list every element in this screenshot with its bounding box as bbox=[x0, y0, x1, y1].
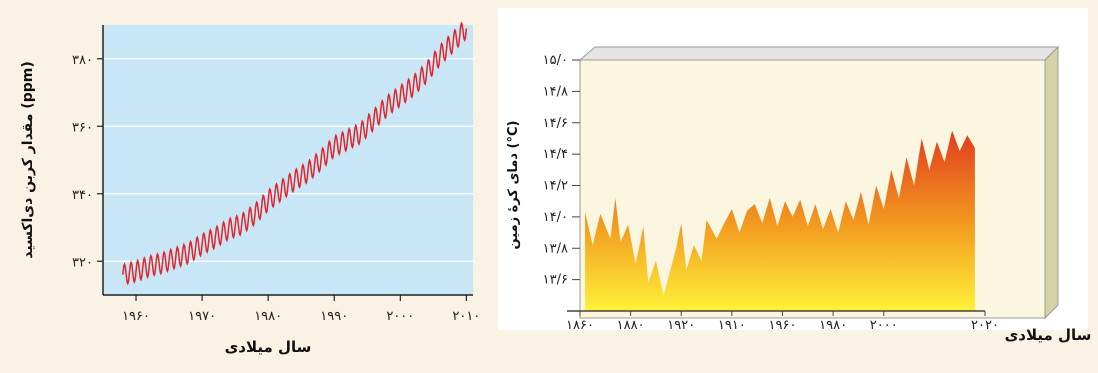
co2-x-tick-label: ۲۰۰۰ bbox=[386, 309, 414, 324]
co2-plot-area bbox=[103, 25, 473, 295]
temp-y-tick-label: ۱۴/۲ bbox=[543, 179, 568, 194]
temp-x-tick-label: ۲۰۰۰ bbox=[870, 318, 898, 333]
temp-box-side bbox=[1044, 45, 1059, 320]
temp-x-tick-label: ۱۹۸۰ bbox=[819, 318, 847, 333]
temp-y-tick-label: ۱۳/۶ bbox=[543, 273, 568, 288]
co2-x-axis-title: سال میلادی bbox=[225, 338, 312, 356]
co2-x-tick-label: ۱۹۷۰ bbox=[188, 309, 216, 324]
co2-y-tick-label: ۳۸۰ bbox=[72, 53, 93, 68]
co2-x-tick-label: ۲۰۱۰ bbox=[452, 309, 480, 324]
co2-gridlines bbox=[103, 58, 473, 262]
co2-series-line bbox=[122, 21, 468, 286]
co2-y-axis-title: مقدار کربن دی‌اکسید (ppm) bbox=[20, 61, 36, 258]
temp-y-tick-label: ۱۳/۸ bbox=[543, 241, 568, 256]
co2-x-ticks: ۱۹۶۰ ۱۹۷۰ ۱۹۸۰ ۱۹۹۰ ۲۰۰۰ ۲۰۱۰ bbox=[122, 295, 480, 324]
co2-chart: ۳۲۰ ۳۴۰ ۳۶۰ ۳۸۰ ۱۹۶۰ ۱۹۷۰ ۱۹۸۰ ۱۹۹۰ ۲۰۰۰ ۲۰۱۰ سا… bbox=[20, 21, 480, 356]
temp-y-axis-title: دمای کرهٔ زمین (°C) bbox=[506, 121, 521, 250]
temp-y-tick-label: ۱۴/۰ bbox=[543, 210, 568, 225]
co2-y-tick-label: ۳۴۰ bbox=[72, 188, 93, 203]
temp-x-tick-label: ۱۹۱۰ bbox=[718, 318, 746, 333]
temp-y-tick-label: ۱۴/۴ bbox=[543, 147, 568, 162]
temp-x-tick-label: ۲۰۲۰ bbox=[971, 318, 999, 333]
temp-y-tick-label: ۱۵/۰ bbox=[543, 53, 568, 68]
temp-x-ticks: ۱۸۶۰ ۱۸۸۰ ۱۹۲۰ ۱۹۱۰ ۱۹۶۰ ۱۹۸۰ ۲۰۰۰ ۲۰۲۰ bbox=[566, 311, 999, 333]
co2-x-tick-label: ۱۹۹۰ bbox=[320, 309, 348, 324]
temp-y-ticks: ۱۳/۶ ۱۳/۸ ۱۴/۰ ۱۴/۲ ۱۴/۴ ۱۴/۶ ۱۴/۸ ۱۵/۰ bbox=[543, 53, 580, 288]
temp-x-tick-label: ۱۸۶۰ bbox=[566, 318, 594, 333]
co2-y-tick-label: ۳۲۰ bbox=[72, 255, 93, 270]
co2-y-tick-label: ۳۶۰ bbox=[72, 120, 93, 135]
temp-x-tick-label: ۱۸۸۰ bbox=[617, 318, 645, 333]
temp-y-tick-label: ۱۴/۶ bbox=[543, 116, 568, 131]
temp-box-top bbox=[578, 46, 1060, 61]
temp-x-axis-title: سال میلادی bbox=[1005, 326, 1092, 344]
temp-x-tick-label: ۱۹۶۰ bbox=[769, 318, 797, 333]
temp-x-tick-label: ۱۹۲۰ bbox=[667, 318, 695, 333]
co2-x-tick-label: ۱۹۸۰ bbox=[254, 309, 282, 324]
co2-y-ticks: ۳۲۰ ۳۴۰ ۳۶۰ ۳۸۰ bbox=[72, 53, 103, 270]
temp-y-tick-label: ۱۴/۸ bbox=[543, 84, 568, 99]
co2-x-tick-label: ۱۹۶۰ bbox=[122, 309, 150, 324]
temperature-area bbox=[585, 130, 975, 311]
